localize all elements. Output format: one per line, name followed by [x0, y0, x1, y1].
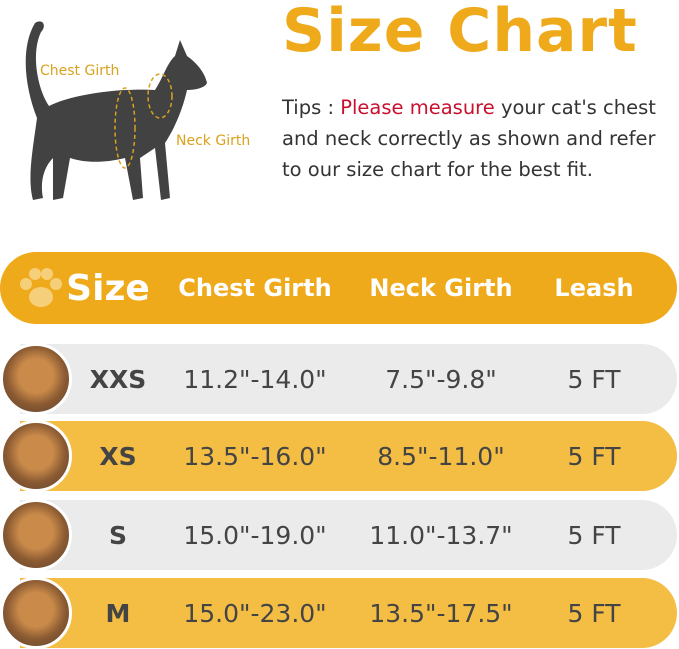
- chest-girth-label: Chest Girth: [40, 63, 120, 79]
- leash-cell: 5 FT: [567, 598, 621, 628]
- header-neck-girth: Neck Girth: [369, 274, 513, 302]
- header-leash: Leash: [554, 274, 634, 302]
- chest-girth-cell: 11.2"-14.0": [183, 364, 327, 394]
- size-cell: M: [105, 598, 131, 628]
- neck-girth-cell: 13.5"-17.5": [369, 598, 513, 628]
- neck-girth-cell: 7.5"-9.8": [385, 364, 497, 394]
- tips-highlight: Please measure: [340, 96, 495, 119]
- tips-prefix: Tips :: [282, 96, 341, 119]
- cat-photo-avatar: [0, 420, 72, 492]
- cat-silhouette-diagram: [25, 21, 207, 201]
- table-row: M 15.0"-23.0" 13.5"-17.5" 5 FT: [20, 578, 677, 648]
- table-row: XS 13.5"-16.0" 8.5"-11.0" 5 FT: [20, 421, 677, 491]
- cat-photo-avatar: [0, 577, 72, 649]
- leash-cell: 5 FT: [567, 520, 621, 550]
- table-row: S 15.0"-19.0" 11.0"-13.7" 5 FT: [20, 500, 677, 570]
- chest-girth-cell: 13.5"-16.0": [183, 441, 327, 471]
- header-size: Size: [66, 267, 150, 309]
- neck-girth-cell: 11.0"-13.7": [369, 520, 513, 550]
- neck-girth-label: Neck Girth: [176, 133, 251, 149]
- tips-text: Tips : Please measure your cat's chest a…: [282, 92, 677, 185]
- leash-cell: 5 FT: [567, 441, 621, 471]
- chest-girth-cell: 15.0"-19.0": [183, 520, 327, 550]
- header-chest-girth: Chest Girth: [178, 274, 332, 302]
- size-cell: XXS: [89, 364, 147, 394]
- chest-girth-cell: 15.0"-23.0": [183, 598, 327, 628]
- cat-photo-avatar: [0, 499, 72, 571]
- table-row: XXS 11.2"-14.0" 7.5"-9.8" 5 FT: [20, 344, 677, 414]
- size-cell: S: [108, 520, 128, 550]
- size-cell: XS: [99, 441, 137, 471]
- cat-photo-avatar: [0, 343, 72, 415]
- table-header: Size Chest Girth Neck Girth Leash: [0, 252, 677, 324]
- page-title: Size Chart: [282, 0, 638, 66]
- paw-icon: [20, 268, 62, 307]
- tips-body: your cat's chest and neck correctly as s…: [282, 96, 656, 181]
- leash-cell: 5 FT: [567, 364, 621, 394]
- neck-girth-cell: 8.5"-11.0": [377, 441, 505, 471]
